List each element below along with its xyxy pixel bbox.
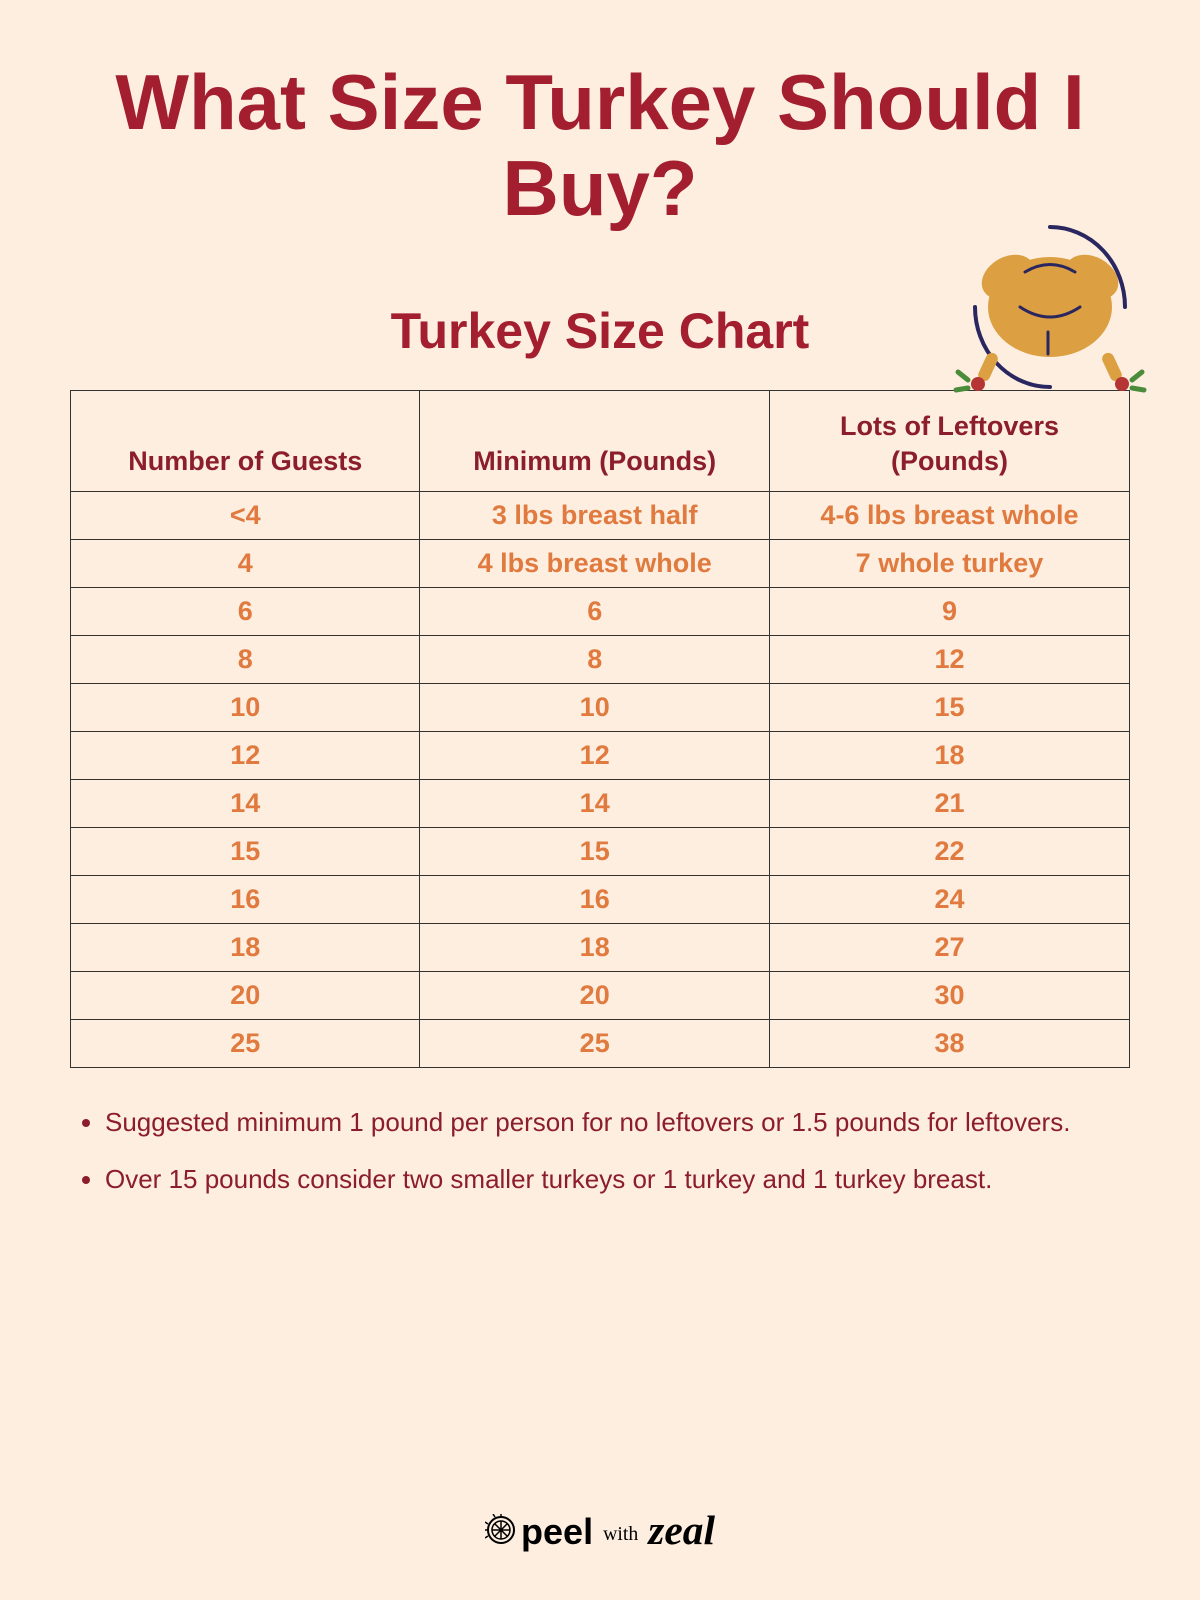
table-cell: 22 — [769, 827, 1129, 875]
table-row: 669 — [71, 587, 1130, 635]
table-cell: 18 — [769, 731, 1129, 779]
table-cell: 7 whole turkey — [769, 539, 1129, 587]
page-title: What Size Turkey Should I Buy? — [70, 60, 1130, 232]
table-cell: 10 — [420, 683, 769, 731]
table-cell: <4 — [71, 491, 420, 539]
table-column-header: Minimum (Pounds) — [420, 390, 769, 491]
table-cell: 10 — [71, 683, 420, 731]
table-row: 8812 — [71, 635, 1130, 683]
brand-connector: with — [603, 1523, 638, 1545]
table-cell: 30 — [769, 971, 1129, 1019]
turkey-icon — [950, 212, 1150, 412]
brand-part1: peel — [521, 1511, 593, 1552]
table-cell: 12 — [420, 731, 769, 779]
table-cell: 25 — [71, 1019, 420, 1067]
table-row: 141421 — [71, 779, 1130, 827]
table-cell: 6 — [71, 587, 420, 635]
subtitle-row: Turkey Size Chart — [70, 302, 1130, 360]
citrus-icon — [485, 1513, 517, 1555]
table-cell: 18 — [71, 923, 420, 971]
table-cell: 18 — [420, 923, 769, 971]
table-cell: 4 lbs breast whole — [420, 539, 769, 587]
table-cell: 6 — [420, 587, 769, 635]
table-cell: 8 — [71, 635, 420, 683]
table-cell: 21 — [769, 779, 1129, 827]
table-row: 101015 — [71, 683, 1130, 731]
table-cell: 16 — [71, 875, 420, 923]
table-row: 121218 — [71, 731, 1130, 779]
table-cell: 16 — [420, 875, 769, 923]
table-cell: 4 — [71, 539, 420, 587]
table-row: 181827 — [71, 923, 1130, 971]
table-cell: 12 — [71, 731, 420, 779]
table-row: 161624 — [71, 875, 1130, 923]
table-row: 202030 — [71, 971, 1130, 1019]
brand-part2: zeal — [648, 1507, 715, 1553]
table-cell: 38 — [769, 1019, 1129, 1067]
table-row: 44 lbs breast whole7 whole turkey — [71, 539, 1130, 587]
table-cell: 8 — [420, 635, 769, 683]
table-cell: 3 lbs breast half — [420, 491, 769, 539]
note-item: Over 15 pounds consider two smaller turk… — [105, 1155, 1130, 1204]
table-cell: 9 — [769, 587, 1129, 635]
table-cell: 4-6 lbs breast whole — [769, 491, 1129, 539]
turkey-size-table: Number of GuestsMinimum (Pounds)Lots of … — [70, 390, 1130, 1068]
table-cell: 27 — [769, 923, 1129, 971]
table-row: 252538 — [71, 1019, 1130, 1067]
table-row: 151522 — [71, 827, 1130, 875]
table-cell: 15 — [420, 827, 769, 875]
note-item: Suggested minimum 1 pound per person for… — [105, 1098, 1130, 1147]
table-cell: 20 — [71, 971, 420, 1019]
table-column-header: Number of Guests — [71, 390, 420, 491]
table-row: <43 lbs breast half4-6 lbs breast whole — [71, 491, 1130, 539]
table-cell: 14 — [71, 779, 420, 827]
table-body: <43 lbs breast half4-6 lbs breast whole4… — [71, 491, 1130, 1067]
brand-logo: peel with zeal — [0, 1506, 1200, 1555]
notes-list: Suggested minimum 1 pound per person for… — [70, 1098, 1130, 1205]
table-cell: 15 — [71, 827, 420, 875]
table-cell: 25 — [420, 1019, 769, 1067]
table-cell: 12 — [769, 635, 1129, 683]
table-cell: 24 — [769, 875, 1129, 923]
table-cell: 14 — [420, 779, 769, 827]
sub-title: Turkey Size Chart — [391, 302, 810, 360]
table-cell: 15 — [769, 683, 1129, 731]
table-cell: 20 — [420, 971, 769, 1019]
